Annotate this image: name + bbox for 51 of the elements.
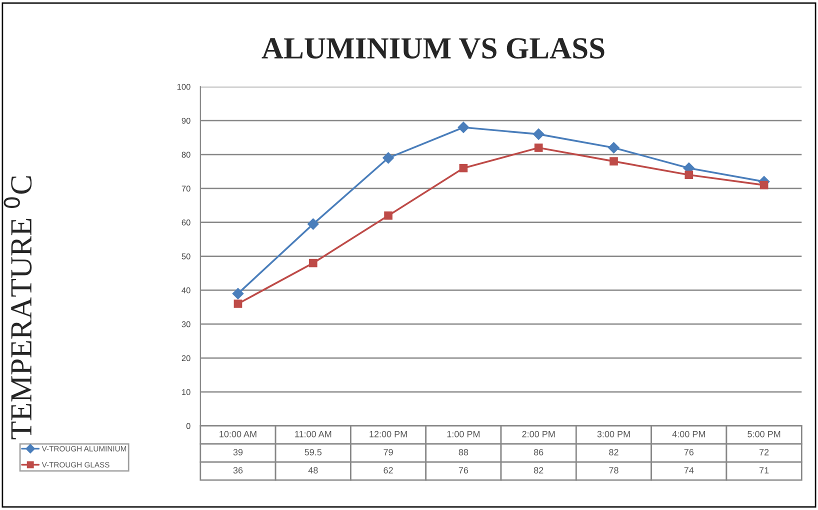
data-label: 59.5 bbox=[304, 449, 322, 456]
data-label: 82 bbox=[534, 467, 544, 474]
x-tick-label: 10:00 AM bbox=[220, 430, 256, 438]
data-label: 79 bbox=[384, 449, 393, 456]
point bbox=[232, 288, 244, 300]
x-tick-label: 11:00 AM bbox=[295, 430, 332, 438]
data-label: 78 bbox=[609, 467, 618, 474]
x-tick-label: 1:00 PM bbox=[447, 430, 480, 438]
point bbox=[382, 152, 394, 164]
chart-title: ALUMINIUM VS GLASS bbox=[262, 38, 604, 59]
data-label: 72 bbox=[760, 449, 769, 456]
point bbox=[534, 144, 543, 152]
point bbox=[234, 300, 242, 308]
y-tick-label: 60 bbox=[182, 220, 190, 226]
data-label: 71 bbox=[760, 467, 769, 474]
point bbox=[308, 258, 318, 268]
point bbox=[384, 211, 392, 220]
x-tick-label: 4:00 PM bbox=[672, 430, 705, 438]
y-tick-label: 70 bbox=[182, 186, 190, 192]
y-tick-label: 80 bbox=[182, 152, 190, 158]
point bbox=[532, 128, 544, 140]
y-tick-label: 20 bbox=[182, 355, 190, 362]
data-label: 76 bbox=[684, 449, 694, 456]
x-tick-label: 12:00 PM bbox=[370, 430, 407, 438]
y-tick-label: 90 bbox=[182, 118, 190, 124]
y-tick-label: 40 bbox=[182, 287, 190, 294]
y-tick-label: 0 bbox=[186, 423, 190, 429]
point bbox=[459, 164, 468, 172]
data-label: 36 bbox=[233, 467, 243, 474]
y-tick-label: 50 bbox=[182, 253, 190, 260]
point bbox=[760, 180, 768, 190]
y-tick-label: 10 bbox=[182, 389, 190, 396]
data-label: 62 bbox=[384, 467, 393, 474]
data-label: 48 bbox=[308, 467, 318, 474]
point bbox=[458, 122, 470, 134]
y-tick-label: 30 bbox=[182, 321, 190, 328]
point bbox=[608, 142, 620, 154]
data-label: 82 bbox=[609, 449, 618, 456]
x-tick-label: 2:00 PM bbox=[522, 430, 555, 438]
x-tick-label: 3:00 PM bbox=[597, 430, 630, 438]
data-label: 86 bbox=[534, 449, 544, 456]
data-label: 76 bbox=[458, 467, 468, 474]
point bbox=[610, 157, 618, 166]
x-tick-label: 5:00 PM bbox=[748, 430, 780, 438]
point bbox=[684, 170, 694, 180]
y-tick-label: 100 bbox=[177, 84, 190, 90]
data-label: 74 bbox=[684, 467, 694, 474]
point bbox=[307, 218, 320, 230]
data-label: 88 bbox=[458, 449, 468, 456]
data-label: 39 bbox=[233, 449, 243, 456]
y-axis-title: TEMPERATURE $^{0}$C bbox=[4, 176, 32, 440]
